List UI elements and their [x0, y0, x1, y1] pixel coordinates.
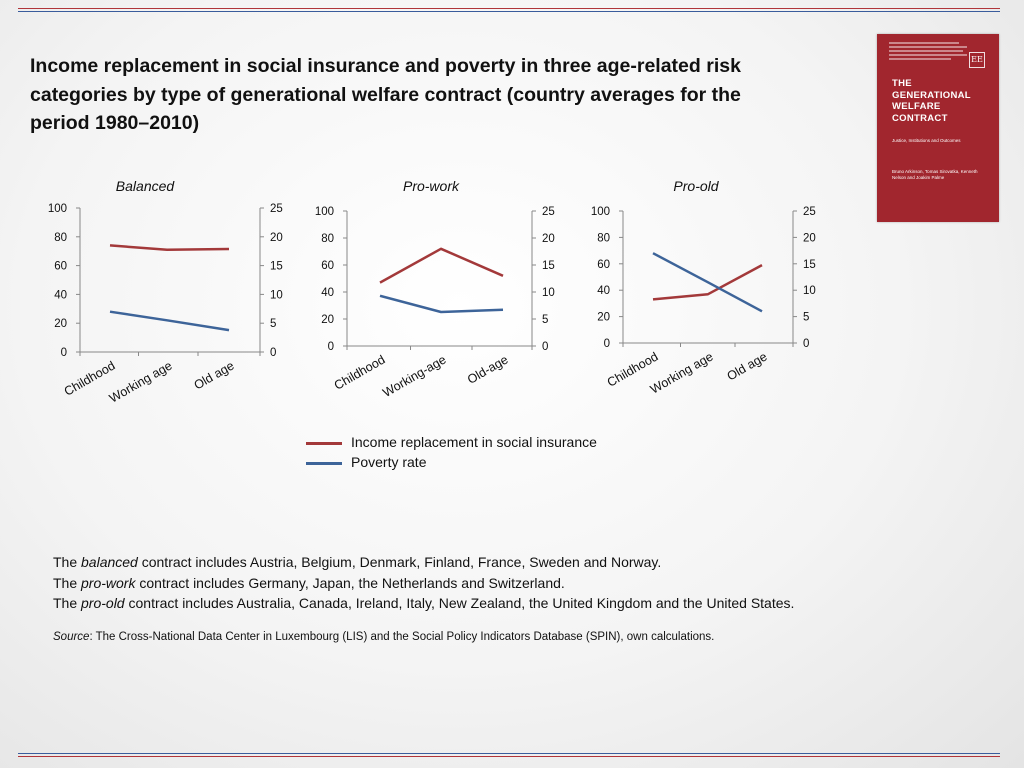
chart-3-left-tick-label: 0	[604, 338, 610, 350]
chart-2-right-tick-label: 20	[542, 233, 555, 245]
chart-2-right-tick-label: 15	[542, 260, 555, 272]
top-rule	[18, 8, 1000, 12]
chart-1-right-tick-label: 0	[270, 347, 276, 359]
chart-1-left-tick-label: 80	[54, 232, 67, 244]
chart-1-left-tick-label: 20	[54, 318, 67, 330]
chart-3-poverty-line	[652, 252, 763, 313]
chart-2-poverty-line	[379, 294, 504, 314]
chart-3-right-tick-label: 25	[803, 206, 816, 218]
chart-3-right-tick-label: 15	[803, 259, 816, 271]
legend-swatch-income	[306, 442, 342, 445]
chart-1-poverty-line	[109, 310, 230, 332]
chart-2-right-tick-label: 10	[542, 287, 555, 299]
chart-2-left-tick-label: 40	[321, 287, 334, 299]
chart-3-left-tick-label: 100	[591, 206, 610, 218]
book-title: THE GENERATIONAL WELFARE CONTRACT	[892, 78, 971, 124]
chart-3-category-label: Old age	[725, 349, 770, 383]
chart-1-left-tick-label: 0	[61, 347, 67, 359]
chart-3-left-tick-label: 80	[597, 232, 610, 244]
chart-1-left-tick-label: 60	[54, 261, 67, 273]
chart-1-income-line	[109, 244, 230, 252]
chart-2-left-tick-label: 100	[315, 206, 334, 218]
chart-2-income-line	[379, 247, 504, 284]
chart-2-category-label: Working-age	[380, 352, 448, 399]
chart-1-left-tick-label: 100	[48, 203, 67, 215]
chart-3-left-tick-label: 40	[597, 285, 610, 297]
chart-2-left-tick-label: 0	[328, 341, 334, 353]
chart-2-title: Pro-work	[403, 178, 460, 194]
bottom-rule	[18, 753, 1000, 757]
chart-1-left-tick-label: 40	[54, 289, 67, 301]
chart-2-left-tick-label: 60	[321, 260, 334, 272]
legend-swatch-poverty	[306, 462, 342, 465]
chart-3-right-tick-label: 10	[803, 285, 816, 297]
chart-3-left-tick-label: 20	[597, 312, 610, 324]
chart-2-category-label: Old-age	[465, 352, 511, 386]
chart-1-right-tick-label: 25	[270, 203, 283, 215]
legend-label-income: Income replacement in social insurance	[351, 434, 597, 450]
chart-2-left-tick-label: 80	[321, 233, 334, 245]
note-pro-old: The pro-old contract includes Australia,…	[53, 595, 795, 611]
charts-area: Balanced0204060801000510152025ChildhoodW…	[48, 178, 816, 406]
legend-label-poverty: Poverty rate	[351, 454, 427, 470]
note-balanced: The balanced contract includes Austria, …	[53, 554, 662, 570]
chart-3-income-line	[652, 263, 763, 301]
chart-1-right-tick-label: 15	[270, 261, 283, 273]
chart-3-right-tick-label: 0	[803, 338, 809, 350]
chart-3-left-tick-label: 60	[597, 259, 610, 271]
slide-title: Income replacement in social insurance a…	[30, 55, 741, 134]
chart-3-right-tick-label: 5	[803, 312, 809, 324]
note-pro-work: The pro-work contract includes Germany, …	[53, 574, 565, 591]
notes: The balanced contract includes Austria, …	[53, 552, 794, 614]
chart-1-right-tick-label: 5	[270, 318, 276, 330]
publisher-logo: EE	[969, 52, 985, 68]
chart-2-category-label: Childhood	[332, 352, 388, 392]
chart-3-category-label: Working age	[648, 349, 716, 396]
book-authors: Bruno Arkinson, Tomas Sirovatka, Kenneth…	[892, 169, 978, 180]
chart-1-right-tick-label: 10	[270, 289, 283, 301]
chart-2-right-tick-label: 0	[542, 341, 548, 353]
chart-1-right-tick-label: 20	[270, 232, 283, 244]
chart-1-title: Balanced	[116, 178, 176, 194]
chart-1-category-label: Working age	[107, 358, 175, 405]
book-cover: EE THE GENERATIONAL WELFARE CONTRACT Jus…	[877, 34, 999, 222]
source-note: Source: The Cross-National Data Center i…	[53, 631, 715, 643]
chart-2-left-tick-label: 20	[321, 314, 334, 326]
chart-2-right-tick-label: 5	[542, 314, 548, 326]
chart-3-right-tick-label: 20	[803, 232, 816, 244]
book-subtitle: Justice, Institutions and Outcomes	[892, 138, 961, 143]
chart-1-category-label: Old age	[192, 358, 237, 392]
chart-3-title: Pro-old	[673, 178, 719, 194]
chart-2-right-tick-label: 25	[542, 206, 555, 218]
